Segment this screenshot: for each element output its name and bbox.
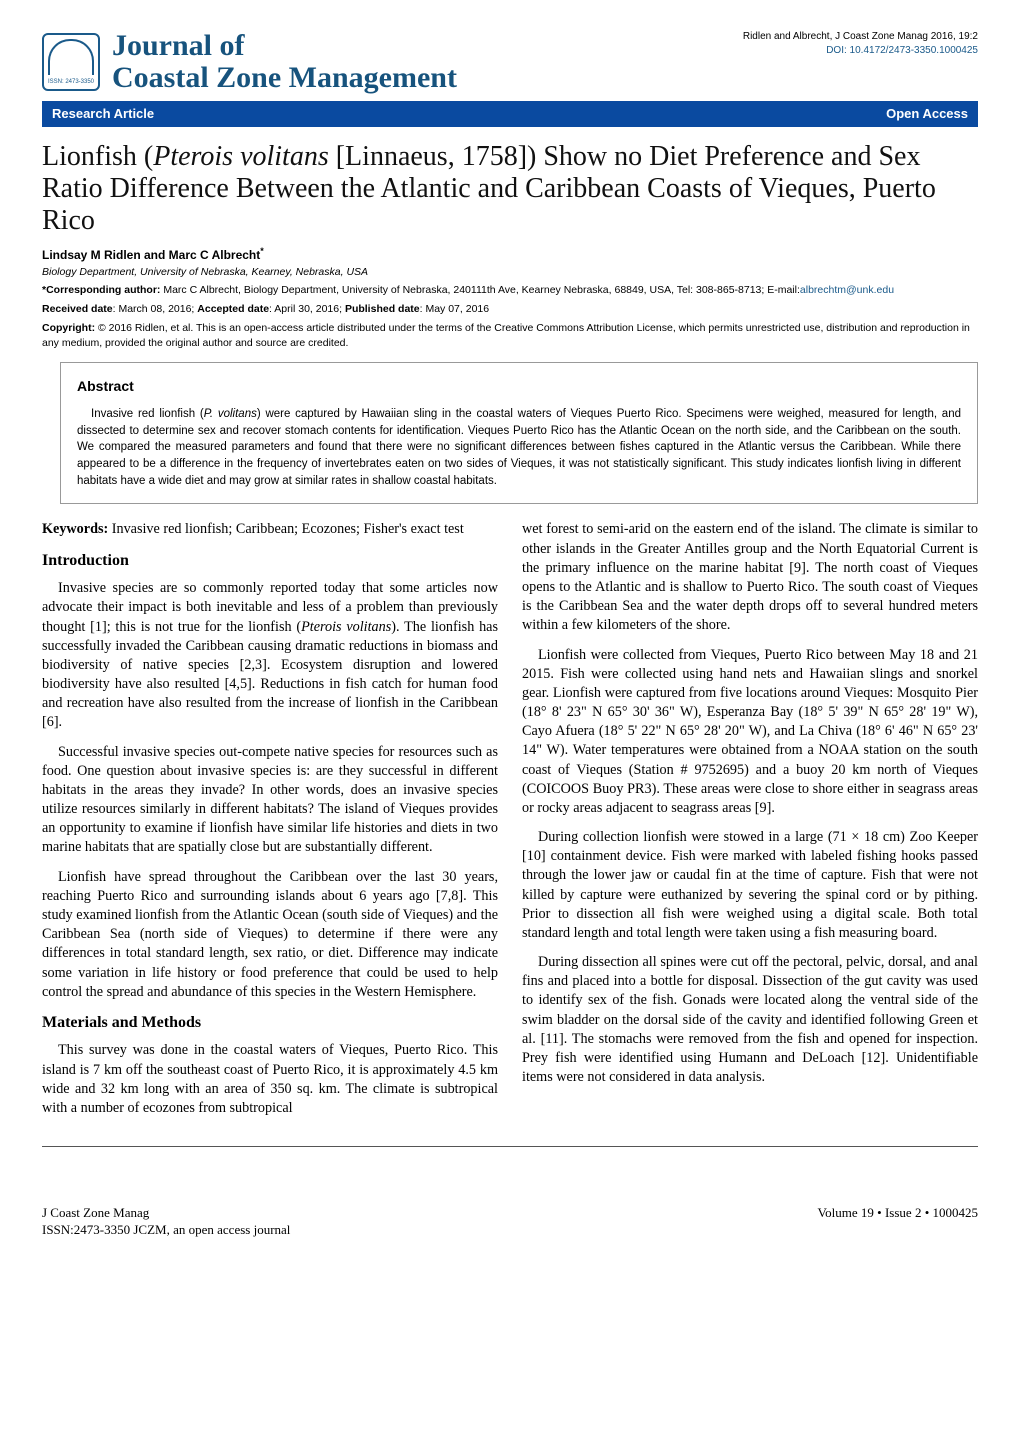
title-prefix: Lionfish ( [42,141,153,172]
footer-left: J Coast Zone Manag ISSN:2473-3350 JCZM, … [42,1205,290,1239]
author-list: Lindsay M Ridlen and Marc C Albrecht* [42,245,978,263]
footer-journal-abbr: J Coast Zone Manag [42,1205,290,1222]
introduction-heading: Introduction [42,550,498,572]
published-label: Published date [345,303,420,315]
keywords-text: Invasive red lionfish; Caribbean; Ecozon… [112,521,464,537]
body-columns: Keywords: Invasive red lionfish; Caribbe… [42,520,978,1128]
keywords-label: Keywords: [42,521,112,537]
abstract-pre: Invasive red lionfish ( [91,408,204,420]
corresponding-email-link[interactable]: albrechtm@unk.edu [800,284,894,296]
page: ISSN: 2473-3350 Journal of Coastal Zone … [0,0,1020,1195]
intro-paragraph-2: Successful invasive species out-compete … [42,743,498,858]
logo-block: ISSN: 2473-3350 Journal of Coastal Zone … [42,30,457,93]
corresponding-author: *Corresponding author: Marc C Albrecht, … [42,283,978,298]
col2-paragraph-3: During collection lionfish were stowed i… [522,828,978,943]
column-right: wet forest to semi-arid on the eastern e… [522,520,978,1128]
journal-logo: ISSN: 2473-3350 [42,33,100,91]
corresponding-text: Marc C Albrecht, Biology Department, Uni… [160,284,799,296]
doi-link[interactable]: DOI: 10.4172/2473-3350.1000425 [743,44,978,58]
received-label: Received date [42,303,113,315]
col2-paragraph-1: wet forest to semi-arid on the eastern e… [522,520,978,635]
authors-text: Lindsay M Ridlen and Marc C Albrecht [42,248,260,262]
article-dates: Received date: March 08, 2016; Accepted … [42,302,978,317]
col2-paragraph-2: Lionfish were collected from Vieques, Pu… [522,646,978,819]
header-row: ISSN: 2473-3350 Journal of Coastal Zone … [42,30,978,93]
ribbon-left-label: Research Article [52,105,154,123]
copyright-line: Copyright: © 2016 Ridlen, et al. This is… [42,321,978,350]
footer-separator [42,1146,978,1147]
abstract-species: P. volitans [204,408,257,420]
journal-title-line2: Coastal Zone Management [112,62,457,94]
received-date: : March 08, 2016; [113,303,198,315]
footer-right: Volume 19 • Issue 2 • 1000425 [817,1205,978,1239]
citation-block: Ridlen and Albrecht, J Coast Zone Manag … [743,30,978,58]
corresponding-label: *Corresponding author: [42,284,160,296]
author-asterisk: * [260,246,264,256]
journal-title-line1: Journal of [112,30,457,62]
copyright-label: Copyright: [42,322,95,334]
page-footer: J Coast Zone Manag ISSN:2473-3350 JCZM, … [0,1195,1020,1263]
footer-issn: ISSN:2473-3350 JCZM, an open access jour… [42,1222,290,1239]
keywords-block: Keywords: Invasive red lionfish; Caribbe… [42,520,498,539]
intro-p1b: ). The lionfish has successfully invaded… [42,619,498,731]
published-date: : May 07, 2016 [420,303,489,315]
methods-heading: Materials and Methods [42,1012,498,1034]
title-species: Pterois volitans [153,141,329,172]
intro-paragraph-1: Invasive species are so commonly reporte… [42,579,498,732]
ribbon-bar: Research Article Open Access [42,101,978,127]
accepted-date: : April 30, 2016; [269,303,345,315]
accepted-label: Accepted date [197,303,269,315]
col2-paragraph-4: During dissection all spines were cut of… [522,953,978,1087]
column-left: Keywords: Invasive red lionfish; Caribbe… [42,520,498,1128]
intro-species: Pterois volitans [301,619,391,635]
citation-line: Ridlen and Albrecht, J Coast Zone Manag … [743,30,978,44]
article-title: Lionfish (Pterois volitans [Linnaeus, 17… [42,141,978,238]
abstract-box: Abstract Invasive red lionfish (P. volit… [60,362,978,504]
abstract-text: Invasive red lionfish (P. volitans) were… [77,406,961,489]
copyright-text: © 2016 Ridlen, et al. This is an open-ac… [42,322,970,349]
ribbon-right-label: Open Access [886,105,968,123]
abstract-heading: Abstract [77,377,961,396]
logo-issn-text: ISSN: 2473-3350 [44,78,98,86]
methods-paragraph-1: This survey was done in the coastal wate… [42,1041,498,1118]
intro-paragraph-3: Lionfish have spread throughout the Cari… [42,868,498,1002]
journal-title: Journal of Coastal Zone Management [112,30,457,93]
affiliation: Biology Department, University of Nebras… [42,265,978,279]
